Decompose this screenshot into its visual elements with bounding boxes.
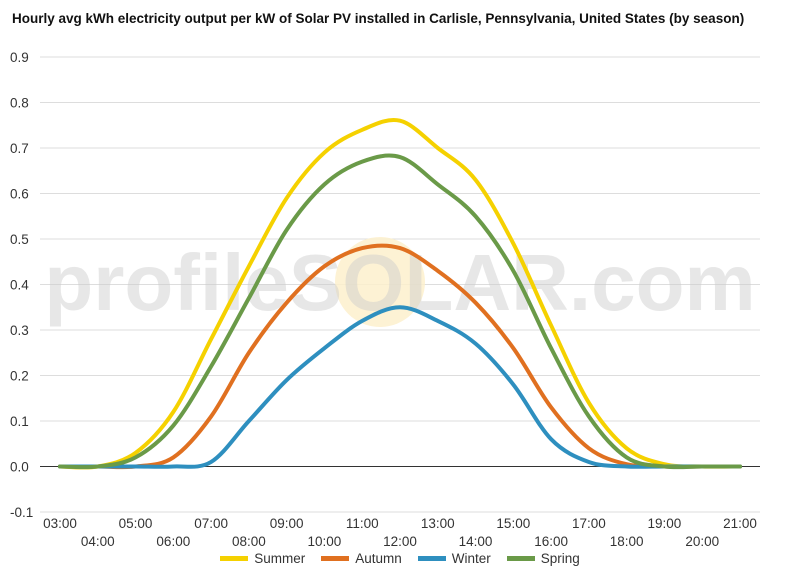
legend-item-spring[interactable]: Spring bbox=[506, 550, 580, 566]
x-tick-label: 06:00 bbox=[156, 534, 190, 549]
legend-swatch bbox=[506, 555, 535, 561]
series-line-summer[interactable] bbox=[58, 118, 742, 470]
y-tick-label: 0.6 bbox=[10, 187, 29, 202]
x-tick-label: 21:00 bbox=[723, 516, 757, 531]
x-tick-label: 16:00 bbox=[534, 534, 568, 549]
x-tick-label: 15:00 bbox=[496, 516, 530, 531]
x-tick-label: 14:00 bbox=[459, 534, 493, 549]
chart-title: Hourly avg kWh electricity output per kW… bbox=[12, 11, 745, 26]
legend-label: Autumn bbox=[355, 550, 402, 566]
x-tick-label: 12:00 bbox=[383, 534, 417, 549]
x-tick-label: 07:00 bbox=[194, 516, 228, 531]
x-tick-label: 05:00 bbox=[119, 516, 153, 531]
grid-lines bbox=[40, 56, 760, 513]
x-tick-label: 10:00 bbox=[308, 534, 342, 549]
watermark-sun bbox=[335, 237, 425, 327]
legend-label: Spring bbox=[540, 550, 580, 566]
y-tick-label: 0.2 bbox=[10, 369, 29, 384]
legend: Summer Autumn Winter Spring bbox=[0, 549, 800, 567]
series-line-spring[interactable] bbox=[58, 153, 742, 470]
watermark-text: profileSOLAR.com bbox=[44, 238, 755, 327]
legend-swatch bbox=[417, 555, 446, 561]
legend-label: Winter bbox=[451, 550, 491, 566]
line-chart: profileSOLAR.com -0.1 0.0 0.1 0.2 0.3 0.4 0.5 0… bbox=[10, 50, 760, 549]
y-tick-label: 0.0 bbox=[10, 460, 29, 475]
x-tick-label: 11:00 bbox=[346, 516, 379, 531]
legend-label: Summer bbox=[254, 550, 306, 566]
y-tick-label: 0.3 bbox=[10, 323, 29, 338]
x-tick-label: 17:00 bbox=[572, 516, 606, 531]
series-lines bbox=[58, 118, 742, 470]
watermark: profileSOLAR.com bbox=[44, 237, 756, 327]
x-tick-label: 18:00 bbox=[610, 534, 644, 549]
series-line-winter[interactable] bbox=[58, 305, 742, 469]
y-tick-label: 0.9 bbox=[10, 50, 29, 65]
legend-item-summer[interactable]: Summer bbox=[220, 551, 305, 566]
legend-item-winter[interactable]: Winter bbox=[417, 550, 491, 566]
x-tick-label: 13:00 bbox=[421, 516, 455, 531]
legend-swatch bbox=[220, 555, 249, 561]
y-tick-label: -0.1 bbox=[10, 505, 33, 520]
y-axis: -0.1 0.0 0.1 0.2 0.3 0.4 0.5 0.6 0.7 0.8 0.9 bbox=[10, 50, 33, 520]
series-line-autumn[interactable] bbox=[58, 243, 742, 470]
x-tick-label: 09:00 bbox=[270, 516, 304, 531]
x-tick-label: 20:00 bbox=[685, 534, 719, 549]
x-tick-label: 19:00 bbox=[648, 516, 682, 531]
x-tick-label: 08:00 bbox=[232, 534, 266, 549]
legend-item-autumn[interactable]: Autumn bbox=[321, 551, 402, 566]
legend-swatch bbox=[321, 555, 350, 561]
y-tick-label: 0.1 bbox=[10, 414, 29, 429]
y-tick-label: 0.4 bbox=[10, 278, 29, 293]
y-tick-label: 0.7 bbox=[10, 141, 29, 156]
y-tick-label: 0.5 bbox=[10, 232, 29, 247]
y-tick-label: 0.8 bbox=[10, 96, 29, 111]
x-tick-label: 04:00 bbox=[81, 534, 115, 549]
x-tick-label: 03:00 bbox=[43, 516, 77, 531]
